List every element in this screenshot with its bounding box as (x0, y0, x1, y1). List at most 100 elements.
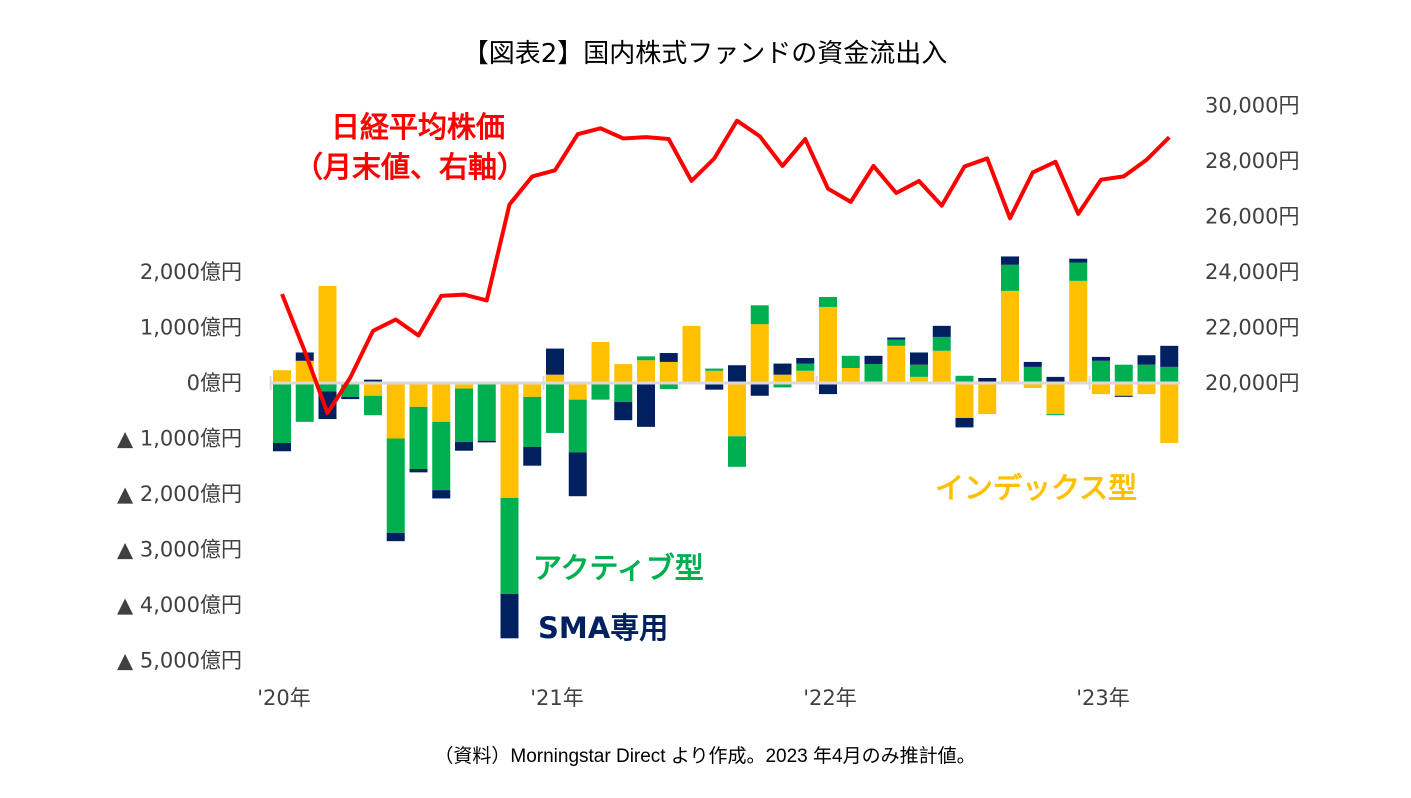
bar-segment (455, 388, 473, 442)
bar-segment (477, 440, 496, 443)
bar-segment (500, 383, 519, 498)
bar-segment (432, 490, 451, 499)
bar-segment (318, 285, 337, 383)
bar-segment (386, 438, 405, 533)
bar-segment (932, 336, 951, 351)
bar-segment (659, 383, 678, 390)
bar-segment (1114, 364, 1133, 383)
left-tick-label: ▲ 3,000億円 (117, 538, 242, 562)
bar-segment (819, 306, 837, 383)
x-tick-label: '21年 (530, 686, 584, 710)
right-tick-label: 22,000円 (1205, 316, 1299, 340)
left-tick-label: ▲ 1,000億円 (117, 427, 242, 451)
bar-segment (841, 368, 860, 383)
bar-segment (1137, 383, 1156, 395)
right-tick-label: 24,000円 (1205, 260, 1299, 284)
bar-segment (500, 593, 519, 639)
bar-segment (1069, 258, 1088, 263)
nikkei-label-line1: 日経平均株価 (331, 110, 505, 144)
sma-label: SMA専用 (538, 611, 668, 645)
bar-segment (1046, 383, 1065, 415)
left-tick-label: ▲ 4,000億円 (117, 593, 242, 617)
bar-segment (1001, 256, 1019, 265)
bar-segment (409, 383, 428, 407)
index-fund-label: インデックス型 (935, 471, 1137, 505)
bar-segment (910, 376, 928, 383)
bar-segment (318, 383, 337, 392)
bar-segment (546, 383, 564, 433)
bar-segment (705, 383, 724, 390)
right-tick-label: 28,000円 (1205, 149, 1299, 173)
bar-segment (455, 383, 473, 389)
bar-segment (637, 356, 655, 361)
bar-segment (1092, 360, 1110, 383)
nikkei-label-line2: （月末値、右軸） (294, 150, 526, 184)
bar-segment (614, 364, 633, 383)
bar-segment (773, 383, 792, 388)
bar-segment (637, 360, 655, 383)
bar-segment (1046, 376, 1065, 383)
bar-segment (887, 345, 906, 383)
left-tick-label: 1,000億円 (140, 316, 242, 340)
bar-segment (341, 396, 360, 400)
bar-segment (910, 364, 928, 377)
chart-title: 【図表2】国内株式ファンドの資金流出入 (463, 39, 948, 69)
bar-segment (637, 383, 655, 427)
bar-segment (364, 383, 382, 396)
bar-segment (523, 446, 542, 466)
bar-segment (682, 325, 701, 383)
x-axis: '20年 '21年 '22年 '23年 (257, 376, 1130, 710)
right-tick-label: 20,000円 (1205, 371, 1299, 395)
left-axis: 2,000億円 1,000億円 0億円 ▲ 1,000億円 ▲ 2,000億円 ▲ 3,0… (117, 260, 242, 673)
bar-segment (591, 341, 610, 383)
bar-segment (432, 383, 451, 422)
bar-segment (614, 383, 633, 402)
nikkei-line (280, 118, 1171, 416)
left-tick-label: 2,000億円 (140, 260, 242, 284)
bar-segment (614, 401, 633, 421)
bar-segment (523, 383, 542, 397)
bar-segment (1137, 355, 1156, 365)
bar-segment (864, 355, 883, 365)
bar-segment (864, 364, 883, 383)
bar-segment (1114, 395, 1133, 397)
bar-segment (955, 375, 974, 383)
bar-segment (978, 383, 997, 415)
bar-segment (819, 296, 837, 307)
bar-segment (773, 374, 792, 383)
bar-segment (728, 383, 746, 437)
right-tick-label: 26,000円 (1205, 205, 1299, 229)
bar-segment (955, 417, 974, 428)
left-tick-label: ▲ 2,000億円 (117, 482, 242, 506)
bar-segment (750, 324, 769, 383)
bar-segment (796, 370, 815, 383)
bar-segment (568, 383, 587, 400)
bar-segment (1001, 264, 1019, 291)
bar-segment (273, 442, 291, 452)
bar-segment (1160, 383, 1179, 443)
bar-segment (750, 383, 769, 396)
bar-segment (1046, 414, 1065, 416)
bar-segment (705, 368, 724, 371)
bar-segment (705, 370, 724, 383)
bar-segment (523, 396, 542, 447)
x-tick-label: '20年 (257, 686, 311, 710)
bar-segment (1160, 366, 1179, 383)
bar-segment (273, 370, 291, 383)
bar-segment (955, 383, 974, 418)
left-tick-label: ▲ 5,000億円 (117, 649, 242, 673)
bar-segment (568, 452, 587, 497)
bar-segment (1001, 290, 1019, 383)
bars (273, 256, 1179, 639)
bar-segment (659, 353, 678, 362)
bar-segment (546, 374, 564, 383)
active-fund-label: アクティブ型 (533, 551, 704, 585)
bar-segment (1092, 383, 1110, 395)
bar-segment (910, 352, 928, 365)
bar-segment (1092, 356, 1110, 361)
bar-segment (1023, 366, 1042, 383)
bar-segment (728, 436, 746, 467)
bar-segment (1069, 280, 1088, 383)
bar-segment (750, 305, 769, 325)
